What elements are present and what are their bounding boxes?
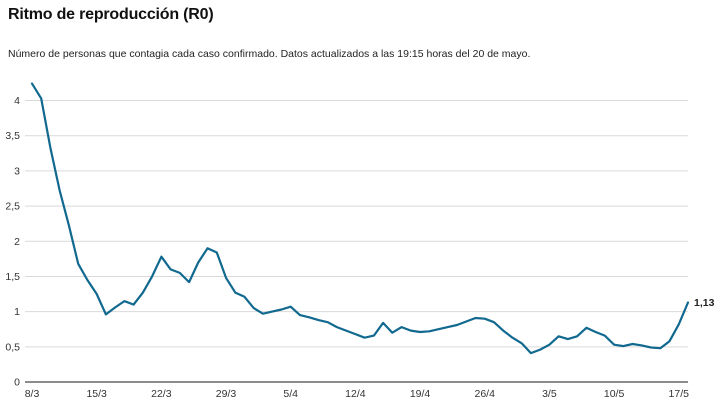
y-axis-tick-label: 2,5 xyxy=(5,201,20,213)
x-axis-tick-label: 15/3 xyxy=(86,388,107,400)
x-axis-tick-label: 26/4 xyxy=(475,388,496,400)
final-value-label: 1,13 xyxy=(694,297,714,309)
y-axis-tick-label: 0 xyxy=(14,377,20,389)
x-axis-tick-label: 3/5 xyxy=(542,388,557,400)
y-axis-tick-label: 2 xyxy=(14,236,20,248)
x-axis-tick-label: 29/3 xyxy=(216,388,237,400)
x-axis-tick-label: 5/4 xyxy=(283,388,298,400)
y-axis-tick-label: 3,5 xyxy=(5,130,20,142)
chart-subtitle: Número de personas que contagia cada cas… xyxy=(8,48,531,60)
y-axis-tick-label: 4 xyxy=(14,95,20,107)
x-axis-tick-label: 8/3 xyxy=(25,388,40,400)
x-axis-tick-label: 17/5 xyxy=(669,388,690,400)
x-axis-tick-label: 12/4 xyxy=(345,388,366,400)
y-axis-tick-label: 0,5 xyxy=(5,341,20,353)
r0-line-series xyxy=(30,82,690,355)
y-axis-tick-label: 1 xyxy=(14,306,20,318)
page-title: Ritmo de reproducción (R0) xyxy=(8,6,214,23)
x-axis-tick-label: 10/5 xyxy=(604,388,625,400)
y-axis-tick-label: 3 xyxy=(14,165,20,177)
x-axis-tick-label: 22/3 xyxy=(151,388,172,400)
y-axis-tick-label: 1,5 xyxy=(5,271,20,283)
x-axis-tick-label: 19/4 xyxy=(410,388,431,400)
